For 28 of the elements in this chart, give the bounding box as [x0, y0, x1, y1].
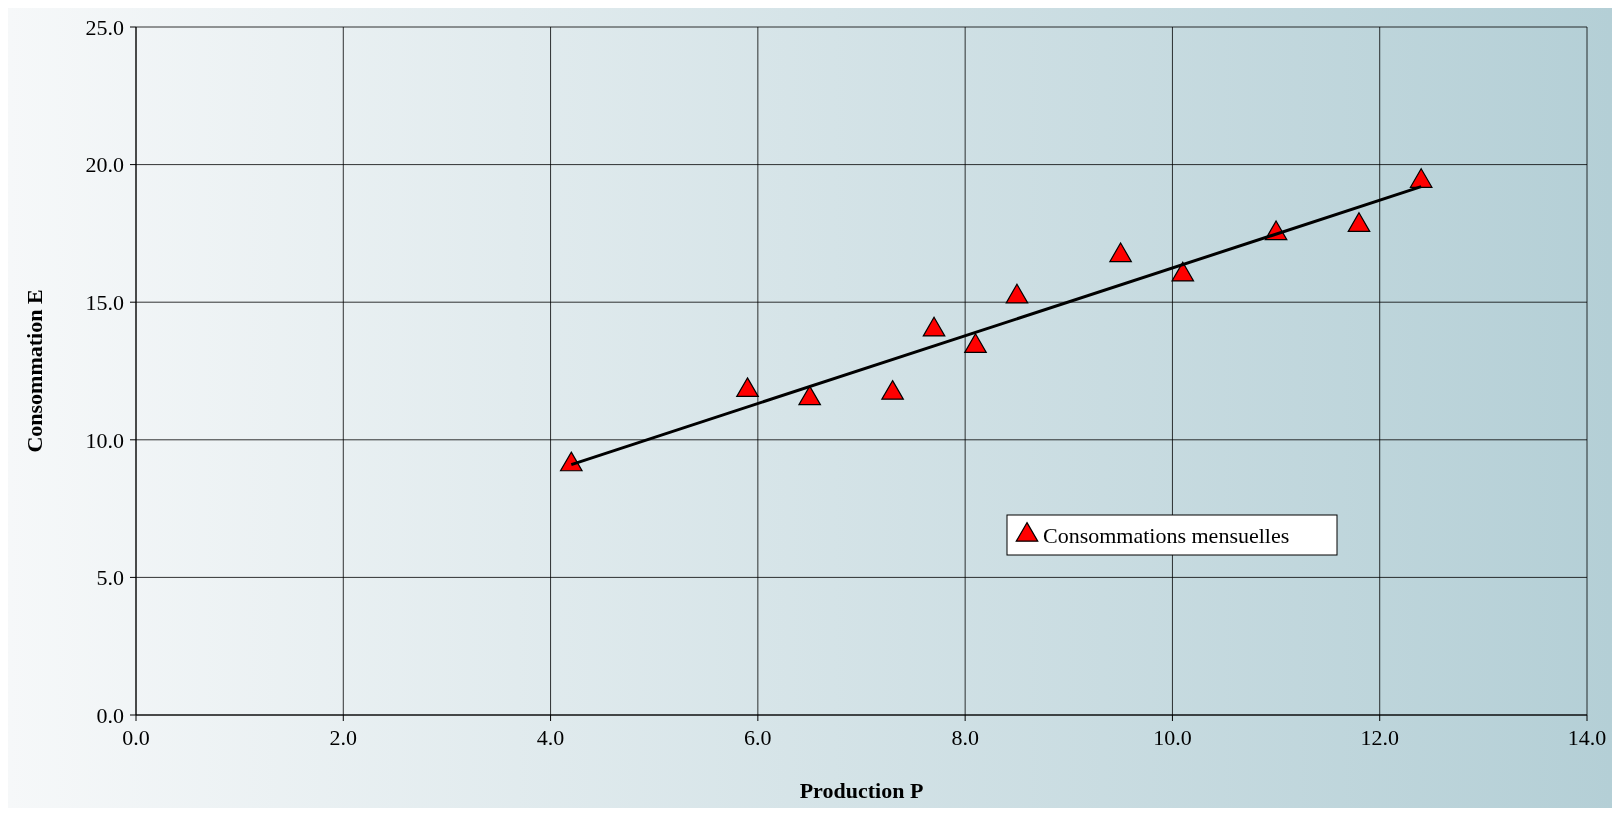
x-tick-label: 8.0	[951, 725, 979, 750]
y-tick-label: 10.0	[85, 427, 124, 453]
point	[798, 385, 822, 406]
point	[559, 451, 583, 472]
y-axis-title: Consommation E	[22, 289, 47, 453]
x-tick-label: 6.0	[744, 725, 772, 750]
y-tick-label: 20.0	[85, 152, 124, 178]
y-tick-label: 25.0	[85, 14, 124, 40]
x-tick-label: 2.0	[329, 725, 358, 750]
x-tick-label: 12.0	[1360, 725, 1399, 750]
point	[1347, 212, 1371, 232]
point	[881, 380, 904, 400]
point	[922, 316, 946, 337]
point	[1409, 168, 1433, 188]
x-tick-label: 10.0	[1153, 725, 1192, 750]
x-axis-title: Production P	[799, 778, 924, 803]
point	[1171, 261, 1195, 282]
point	[736, 377, 759, 398]
point	[964, 333, 987, 354]
point	[1005, 283, 1029, 304]
y-tick-label: 5.0	[96, 565, 124, 591]
legend-label: Consommations mensuelles	[1043, 522, 1290, 548]
x-tick-label: 14.0	[1567, 725, 1607, 750]
y-tick-label: 0.0	[96, 702, 124, 728]
x-tick-label: 4.0	[536, 725, 565, 750]
y-tick-label: 15.0	[85, 289, 124, 315]
x-tick-label: 0.0	[122, 725, 150, 750]
point	[1109, 242, 1132, 263]
